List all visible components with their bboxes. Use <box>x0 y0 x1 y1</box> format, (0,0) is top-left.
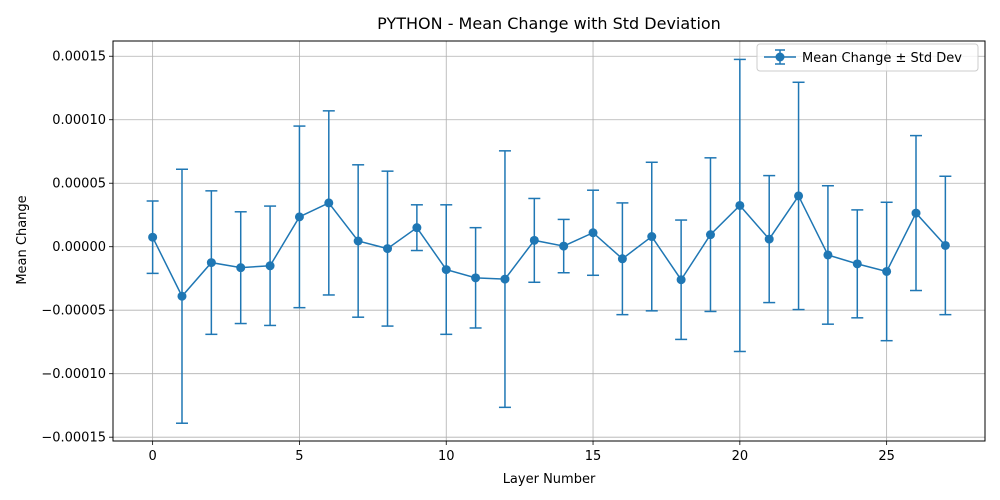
y-tick-label: −0.00005 <box>41 304 106 319</box>
data-point <box>647 232 657 242</box>
series-line <box>151 194 946 298</box>
x-axis-label: Layer Number <box>503 472 596 487</box>
y-tick-label: 0.00015 <box>52 50 106 65</box>
data-point <box>617 254 627 264</box>
y-tick-label: 0.00005 <box>52 177 106 192</box>
data-point <box>794 191 804 201</box>
data-point <box>588 228 598 238</box>
legend-marker-swatch <box>775 52 785 62</box>
data-point <box>911 208 921 218</box>
x-tick-label: 20 <box>732 449 749 464</box>
data-point <box>559 241 569 251</box>
legend-label: Mean Change ± Std Dev <box>802 51 962 66</box>
data-point <box>529 235 539 245</box>
data-point <box>471 273 481 283</box>
plot-area-frame <box>112 40 986 442</box>
data-point <box>148 232 158 242</box>
data-point <box>383 244 393 254</box>
data-point <box>735 200 745 210</box>
data-point <box>412 223 422 233</box>
legend-box <box>756 43 979 72</box>
series-line-group <box>151 194 946 298</box>
data-point <box>500 274 510 284</box>
y-tick-label: −0.00015 <box>41 431 106 446</box>
legend: Mean Change ± Std Dev <box>756 43 979 72</box>
y-tick-label: −0.00010 <box>41 367 106 382</box>
data-point <box>705 230 715 240</box>
data-point <box>441 265 451 275</box>
x-tick-label: 25 <box>878 449 895 464</box>
x-tick-label: 10 <box>438 449 455 464</box>
data-point <box>823 250 833 260</box>
data-point <box>206 258 216 268</box>
x-axis-ticks: 0 5 10 15 20 25 <box>148 441 895 464</box>
data-point <box>852 259 862 269</box>
data-point <box>940 240 950 250</box>
x-tick-label: 5 <box>295 449 303 464</box>
data-point <box>236 263 246 273</box>
data-point <box>324 198 334 208</box>
y-axis-label: Mean Change <box>15 195 30 284</box>
data-point <box>882 266 892 276</box>
data-point <box>353 236 363 246</box>
data-point <box>294 212 304 222</box>
y-tick-label: 0.00010 <box>52 113 106 128</box>
data-point <box>764 234 774 244</box>
data-point <box>265 261 275 271</box>
x-tick-label: 0 <box>148 449 156 464</box>
chart-title: PYTHON - Mean Change with Std Deviation <box>377 14 721 33</box>
data-point <box>676 275 686 285</box>
y-axis-ticks: −0.00015 −0.00010 −0.00005 0.00000 0.00005 0.… <box>41 50 113 446</box>
data-points <box>148 191 950 301</box>
data-point <box>177 291 187 301</box>
y-tick-label: 0.00000 <box>52 240 106 255</box>
x-tick-label: 15 <box>585 449 602 464</box>
